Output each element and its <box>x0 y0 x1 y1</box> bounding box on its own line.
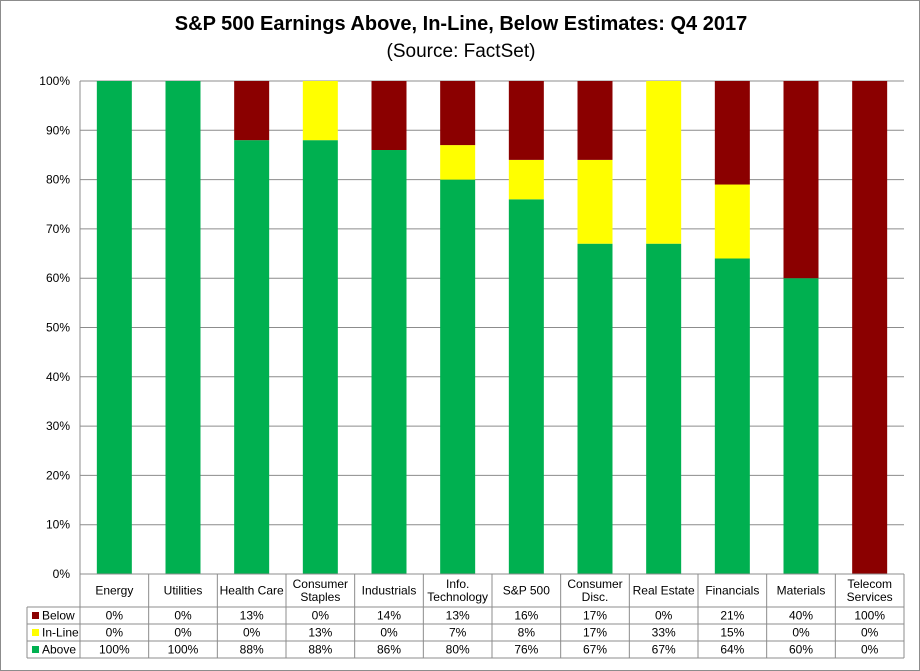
category-label: Info. <box>446 577 469 591</box>
bar-in-line <box>646 81 682 244</box>
data-table-value: 0% <box>106 609 124 623</box>
data-table-value: 100% <box>854 609 885 623</box>
data-table-value: 13% <box>446 609 470 623</box>
bar-above <box>96 81 132 574</box>
data-table-value: 21% <box>720 609 744 623</box>
y-tick-label: 10% <box>46 518 70 532</box>
y-tick-label: 50% <box>46 321 70 335</box>
category-label: Disc. <box>582 590 609 604</box>
category-label: Industrials <box>362 584 417 598</box>
data-table-value: 13% <box>308 626 332 640</box>
bar-below <box>852 81 888 574</box>
bar-below <box>371 81 407 151</box>
data-table-value: 16% <box>514 609 538 623</box>
bar-above <box>302 140 338 574</box>
y-tick-label: 20% <box>46 468 70 482</box>
legend-key-above <box>32 646 39 653</box>
bar-above <box>508 199 544 574</box>
bar-below <box>577 81 613 160</box>
data-table-value: 33% <box>652 626 676 640</box>
data-table-value: 67% <box>652 643 676 657</box>
category-label: S&P 500 <box>503 584 550 598</box>
bar-above <box>646 243 682 574</box>
data-table-value: 67% <box>583 643 607 657</box>
bar-above <box>371 150 407 574</box>
category-label: Telecom <box>847 577 892 591</box>
data-table-value: 15% <box>720 626 744 640</box>
category-label: Consumer <box>293 577 348 591</box>
data-table-value: 0% <box>174 626 192 640</box>
bar-below <box>440 81 476 146</box>
data-table-value: 88% <box>308 643 332 657</box>
category-label: Services <box>847 590 893 604</box>
legend-label: In-Line <box>42 626 79 640</box>
data-table-value: 8% <box>518 626 536 640</box>
legend-label: Below <box>42 609 75 623</box>
data-table-value: 76% <box>514 643 538 657</box>
data-table-value: 100% <box>168 643 199 657</box>
data-table-value: 13% <box>240 609 264 623</box>
category-label: Financials <box>705 584 759 598</box>
y-tick-label: 60% <box>46 271 70 285</box>
bar-above <box>165 81 201 574</box>
data-table-value: 14% <box>377 609 401 623</box>
data-table-value: 0% <box>174 609 192 623</box>
data-table-value: 64% <box>720 643 744 657</box>
category-label: Utilities <box>164 584 203 598</box>
data-table-value: 17% <box>583 626 607 640</box>
data-table-value: 88% <box>240 643 264 657</box>
y-tick-label: 90% <box>46 123 70 137</box>
data-table-value: 0% <box>243 626 261 640</box>
y-tick-label: 70% <box>46 222 70 236</box>
data-table-value: 0% <box>861 626 879 640</box>
bar-above <box>783 278 819 574</box>
bar-above <box>577 243 613 574</box>
legend-key-below <box>32 612 39 619</box>
data-table-value: 0% <box>792 626 810 640</box>
bar-below <box>783 81 819 279</box>
data-table-value: 40% <box>789 609 813 623</box>
category-label: Staples <box>300 590 340 604</box>
data-table-value: 7% <box>449 626 467 640</box>
data-table-value: 100% <box>99 643 130 657</box>
bar-below <box>234 81 270 141</box>
chart-title: S&P 500 Earnings Above, In-Line, Below E… <box>174 13 748 35</box>
bar-in-line <box>714 184 750 259</box>
data-table-value: 0% <box>106 626 124 640</box>
category-label: Materials <box>777 584 826 598</box>
data-table-value: 86% <box>377 643 401 657</box>
legend-key-in-line <box>32 629 39 636</box>
category-label: Health Care <box>220 584 284 598</box>
y-tick-label: 40% <box>46 370 70 384</box>
bar-in-line <box>508 159 544 200</box>
data-table-value: 80% <box>446 643 470 657</box>
category-label: Consumer <box>567 577 622 591</box>
y-tick-label: 0% <box>53 567 71 581</box>
bar-below <box>714 81 750 185</box>
bar-in-line <box>440 145 476 180</box>
data-table-value: 0% <box>312 609 330 623</box>
chart-subtitle: (Source: FactSet) <box>386 41 536 62</box>
data-table-value: 0% <box>861 643 879 657</box>
y-tick-label: 100% <box>39 74 70 88</box>
data-table-value: 0% <box>655 609 673 623</box>
data-table-value: 17% <box>583 609 607 623</box>
bar-above <box>714 258 750 574</box>
bar-below <box>508 81 544 160</box>
category-label: Technology <box>427 590 488 604</box>
y-tick-label: 80% <box>46 173 70 187</box>
legend-label: Above <box>42 643 76 657</box>
category-label: Energy <box>95 584 133 598</box>
bar-above <box>234 140 270 574</box>
category-label: Real Estate <box>633 584 695 598</box>
bar-above <box>440 179 476 574</box>
bar-in-line <box>302 81 338 141</box>
data-table-value: 60% <box>789 643 813 657</box>
y-tick-label: 30% <box>46 419 70 433</box>
bar-in-line <box>577 159 613 244</box>
data-table-value: 0% <box>380 626 398 640</box>
